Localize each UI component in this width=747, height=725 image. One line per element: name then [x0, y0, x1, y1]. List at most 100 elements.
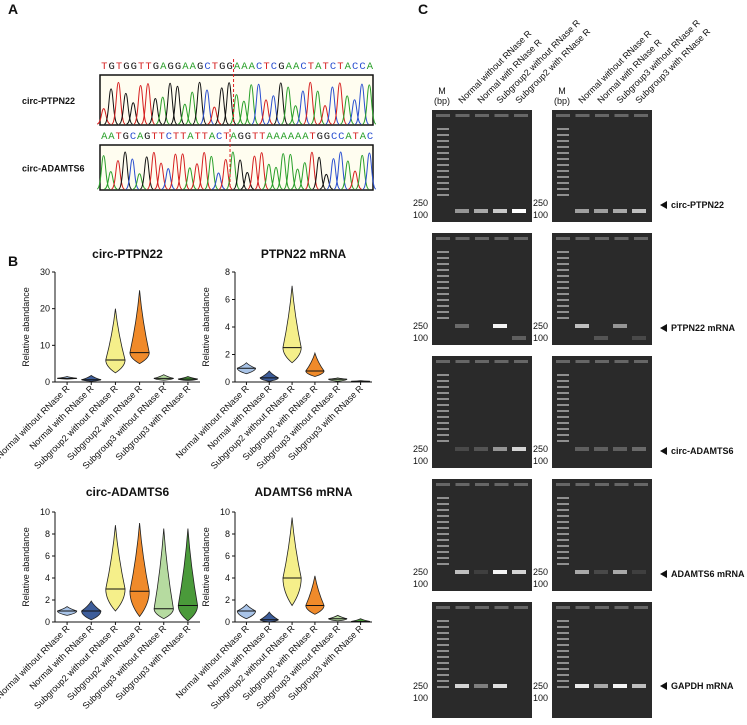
ladder-band [557, 146, 569, 148]
base: A [160, 61, 167, 73]
violin [177, 376, 198, 381]
well [614, 114, 629, 117]
violin [282, 285, 302, 364]
base: G [278, 61, 284, 73]
y-tick-label: 20 [40, 304, 50, 314]
marker-label: 100 [533, 579, 548, 589]
peak [161, 168, 175, 190]
ladder-band [557, 497, 569, 499]
band [575, 447, 589, 451]
well [614, 237, 629, 240]
well [514, 114, 528, 117]
ladder-band [437, 392, 449, 394]
band [575, 570, 589, 574]
ladder-band [557, 545, 569, 547]
base: A [182, 61, 189, 73]
well [634, 360, 648, 363]
ladder-band [557, 188, 569, 190]
y-tick-label: 2 [225, 595, 230, 605]
base: A [367, 61, 374, 73]
base: A [281, 131, 288, 143]
band [613, 324, 627, 328]
peak [125, 158, 140, 190]
ladder-band [557, 380, 569, 382]
base: T [116, 61, 122, 73]
ladder-band [437, 194, 449, 196]
well [575, 237, 590, 240]
ladder-band [557, 434, 569, 436]
ladder-band [557, 686, 569, 688]
violin [129, 290, 150, 365]
ladder-band [437, 533, 449, 535]
sequence: AATGCAGTTCTTATTACTAGGTTAAAAAATGGCCATAC [101, 131, 373, 143]
target-label: GAPDH mRNA [671, 681, 734, 691]
base: A [230, 131, 237, 143]
base: G [197, 61, 203, 73]
well [436, 483, 450, 486]
peak [199, 89, 215, 125]
peak [319, 173, 333, 190]
ladder-band [437, 275, 449, 277]
base: A [295, 131, 302, 143]
violin [259, 370, 279, 382]
ladder-band [557, 194, 569, 196]
base: T [101, 61, 107, 73]
target-label: ADAMTS6 mRNA [671, 569, 745, 579]
well [514, 606, 528, 609]
marker-label: 250 [413, 567, 428, 577]
ladder-band [557, 152, 569, 154]
trace-box [99, 74, 374, 126]
well [595, 114, 609, 117]
ladder-band [557, 311, 569, 313]
panel-label: C [418, 1, 428, 17]
marker-label: 100 [533, 693, 548, 703]
base: G [144, 131, 150, 143]
ladder-band [437, 563, 449, 565]
ladder-band [557, 257, 569, 259]
violin [305, 575, 325, 615]
y-tick-label: 0 [225, 377, 230, 387]
ladder-band [437, 620, 449, 622]
band [512, 209, 526, 213]
well [634, 483, 648, 486]
ladder-band [437, 668, 449, 670]
ladder-band [437, 410, 449, 412]
ladder-band [557, 158, 569, 160]
well [475, 237, 489, 240]
band [594, 336, 608, 340]
ladder-band [437, 434, 449, 436]
peak [170, 85, 185, 125]
chart-title: circ-PTPN22 [92, 247, 163, 261]
peak [96, 108, 111, 125]
peak [211, 172, 226, 190]
marker-label: 250 [533, 321, 548, 331]
y-tick-label: 8 [45, 529, 50, 539]
ladder-band [437, 257, 449, 259]
target-label: PTPN22 mRNA [671, 323, 736, 333]
ladder-band [437, 674, 449, 676]
ladder-band [557, 515, 569, 517]
band [455, 209, 469, 213]
marker-label: 250 [533, 444, 548, 454]
base: T [322, 61, 328, 73]
ladder-band [437, 251, 449, 253]
well [494, 114, 509, 117]
ladder-band [557, 668, 569, 670]
violin [129, 522, 150, 618]
band [575, 684, 589, 688]
target-label: circ-ADAMTS6 [671, 446, 734, 456]
peak [155, 96, 170, 125]
well [455, 606, 470, 609]
base: T [115, 131, 121, 143]
band [575, 324, 589, 328]
ladder-band [437, 632, 449, 634]
ladder-band [437, 293, 449, 295]
y-tick-label: 0 [45, 617, 50, 627]
base: G [131, 61, 137, 73]
well [556, 483, 570, 486]
well [556, 360, 570, 363]
ladder-band [557, 293, 569, 295]
band [455, 324, 469, 328]
peak [236, 100, 251, 125]
